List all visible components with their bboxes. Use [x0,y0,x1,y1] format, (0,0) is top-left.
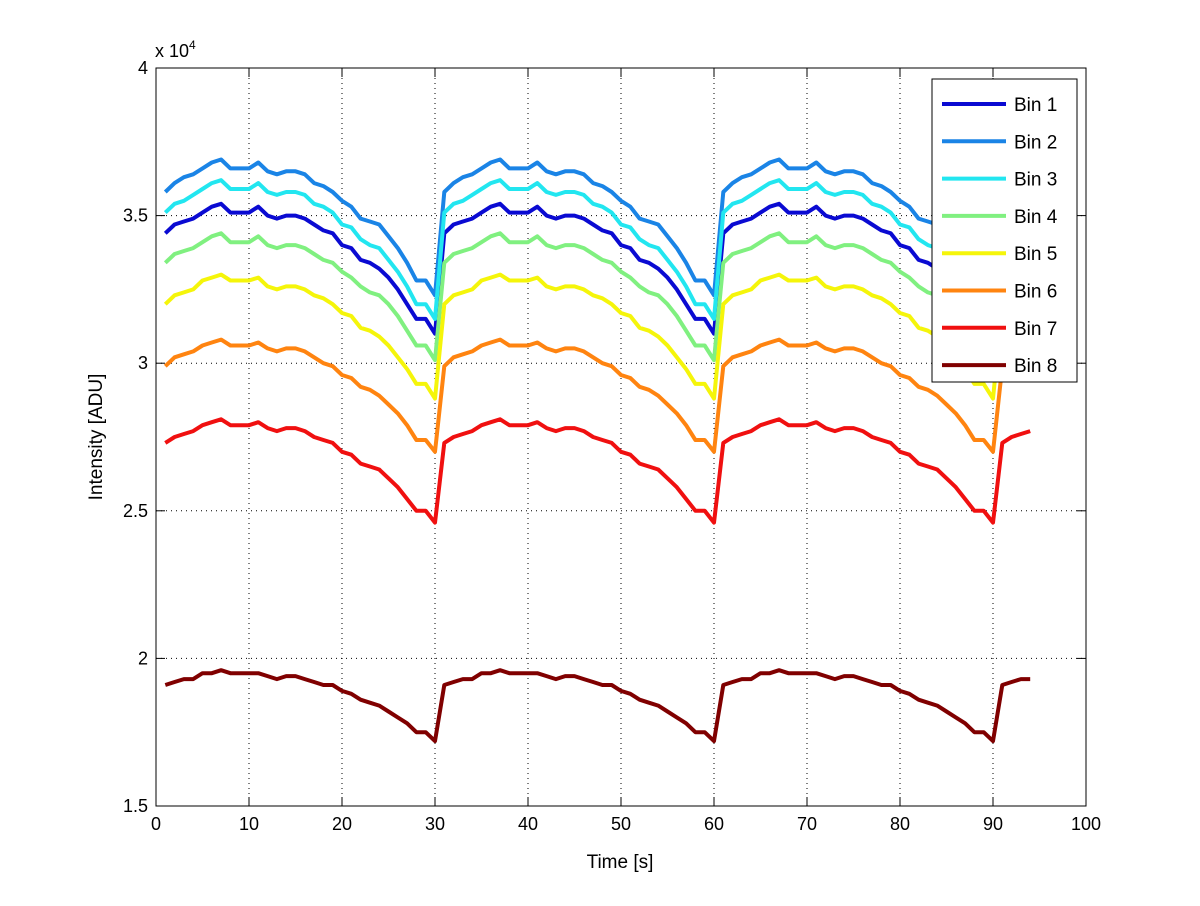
series-line-bin-2 [163,157,1031,298]
legend-box [931,78,1078,383]
axis-ticks: 0 10 20 30 40 50 60 70 80 90 100 1.5 2 2.5 3 3.5 4 [123,58,1101,834]
x-tick-label: 30 [425,814,445,834]
legend-label-bin-8: Bin 8 [1014,356,1057,377]
y-multiplier: x 104 [155,38,196,61]
x-tick-label: 80 [890,814,910,834]
series-lines [163,157,1032,744]
x-tick-label: 50 [611,814,631,834]
x-axis-label: Time [s] [587,852,654,873]
legend-label-bin-7: Bin 7 [1014,319,1057,340]
series-line-bin-4 [163,231,1031,363]
series-line-bin-7 [164,417,1031,525]
y-axis-label: Intensity [ADU] [86,374,107,501]
legend-label-bin-6: Bin 6 [1014,282,1057,303]
series-line-bin-5 [163,272,1031,401]
series-line-bin-1 [163,201,1031,336]
legend-label-bin-1: Bin 1 [1014,95,1057,116]
x-tick-label: 60 [704,814,724,834]
x-tick-label: 0 [151,814,161,834]
series-line-bin-8 [164,668,1031,744]
series-line-bin-6 [163,337,1031,454]
y-tick-label: 3.5 [123,206,148,226]
grid-lines [156,68,1086,806]
legend-label-bin-4: Bin 4 [1014,207,1058,228]
legend: Bin 1 Bin 2 Bin 3 Bin 4 Bin 5 Bin 6 Bin 7 Bin 8 [931,78,1078,383]
x-tick-label: 10 [239,814,259,834]
legend-label-bin-2: Bin 2 [1014,132,1057,153]
y-tick-label: 3 [138,353,148,373]
y-tick-label: 1.5 [123,796,148,816]
y-tick-label: 2.5 [123,501,148,521]
y-tick-label: 4 [138,58,148,78]
y-tick-label: 2 [138,648,148,668]
x-tick-label: 20 [332,814,352,834]
legend-label-bin-5: Bin 5 [1014,244,1057,265]
legend-label-bin-3: Bin 3 [1014,170,1057,191]
series-line-bin-3 [163,178,1032,321]
x-tick-label: 40 [518,814,538,834]
x-tick-label: 70 [797,814,817,834]
x-tick-label: 100 [1071,814,1101,834]
x-tick-label: 90 [983,814,1003,834]
